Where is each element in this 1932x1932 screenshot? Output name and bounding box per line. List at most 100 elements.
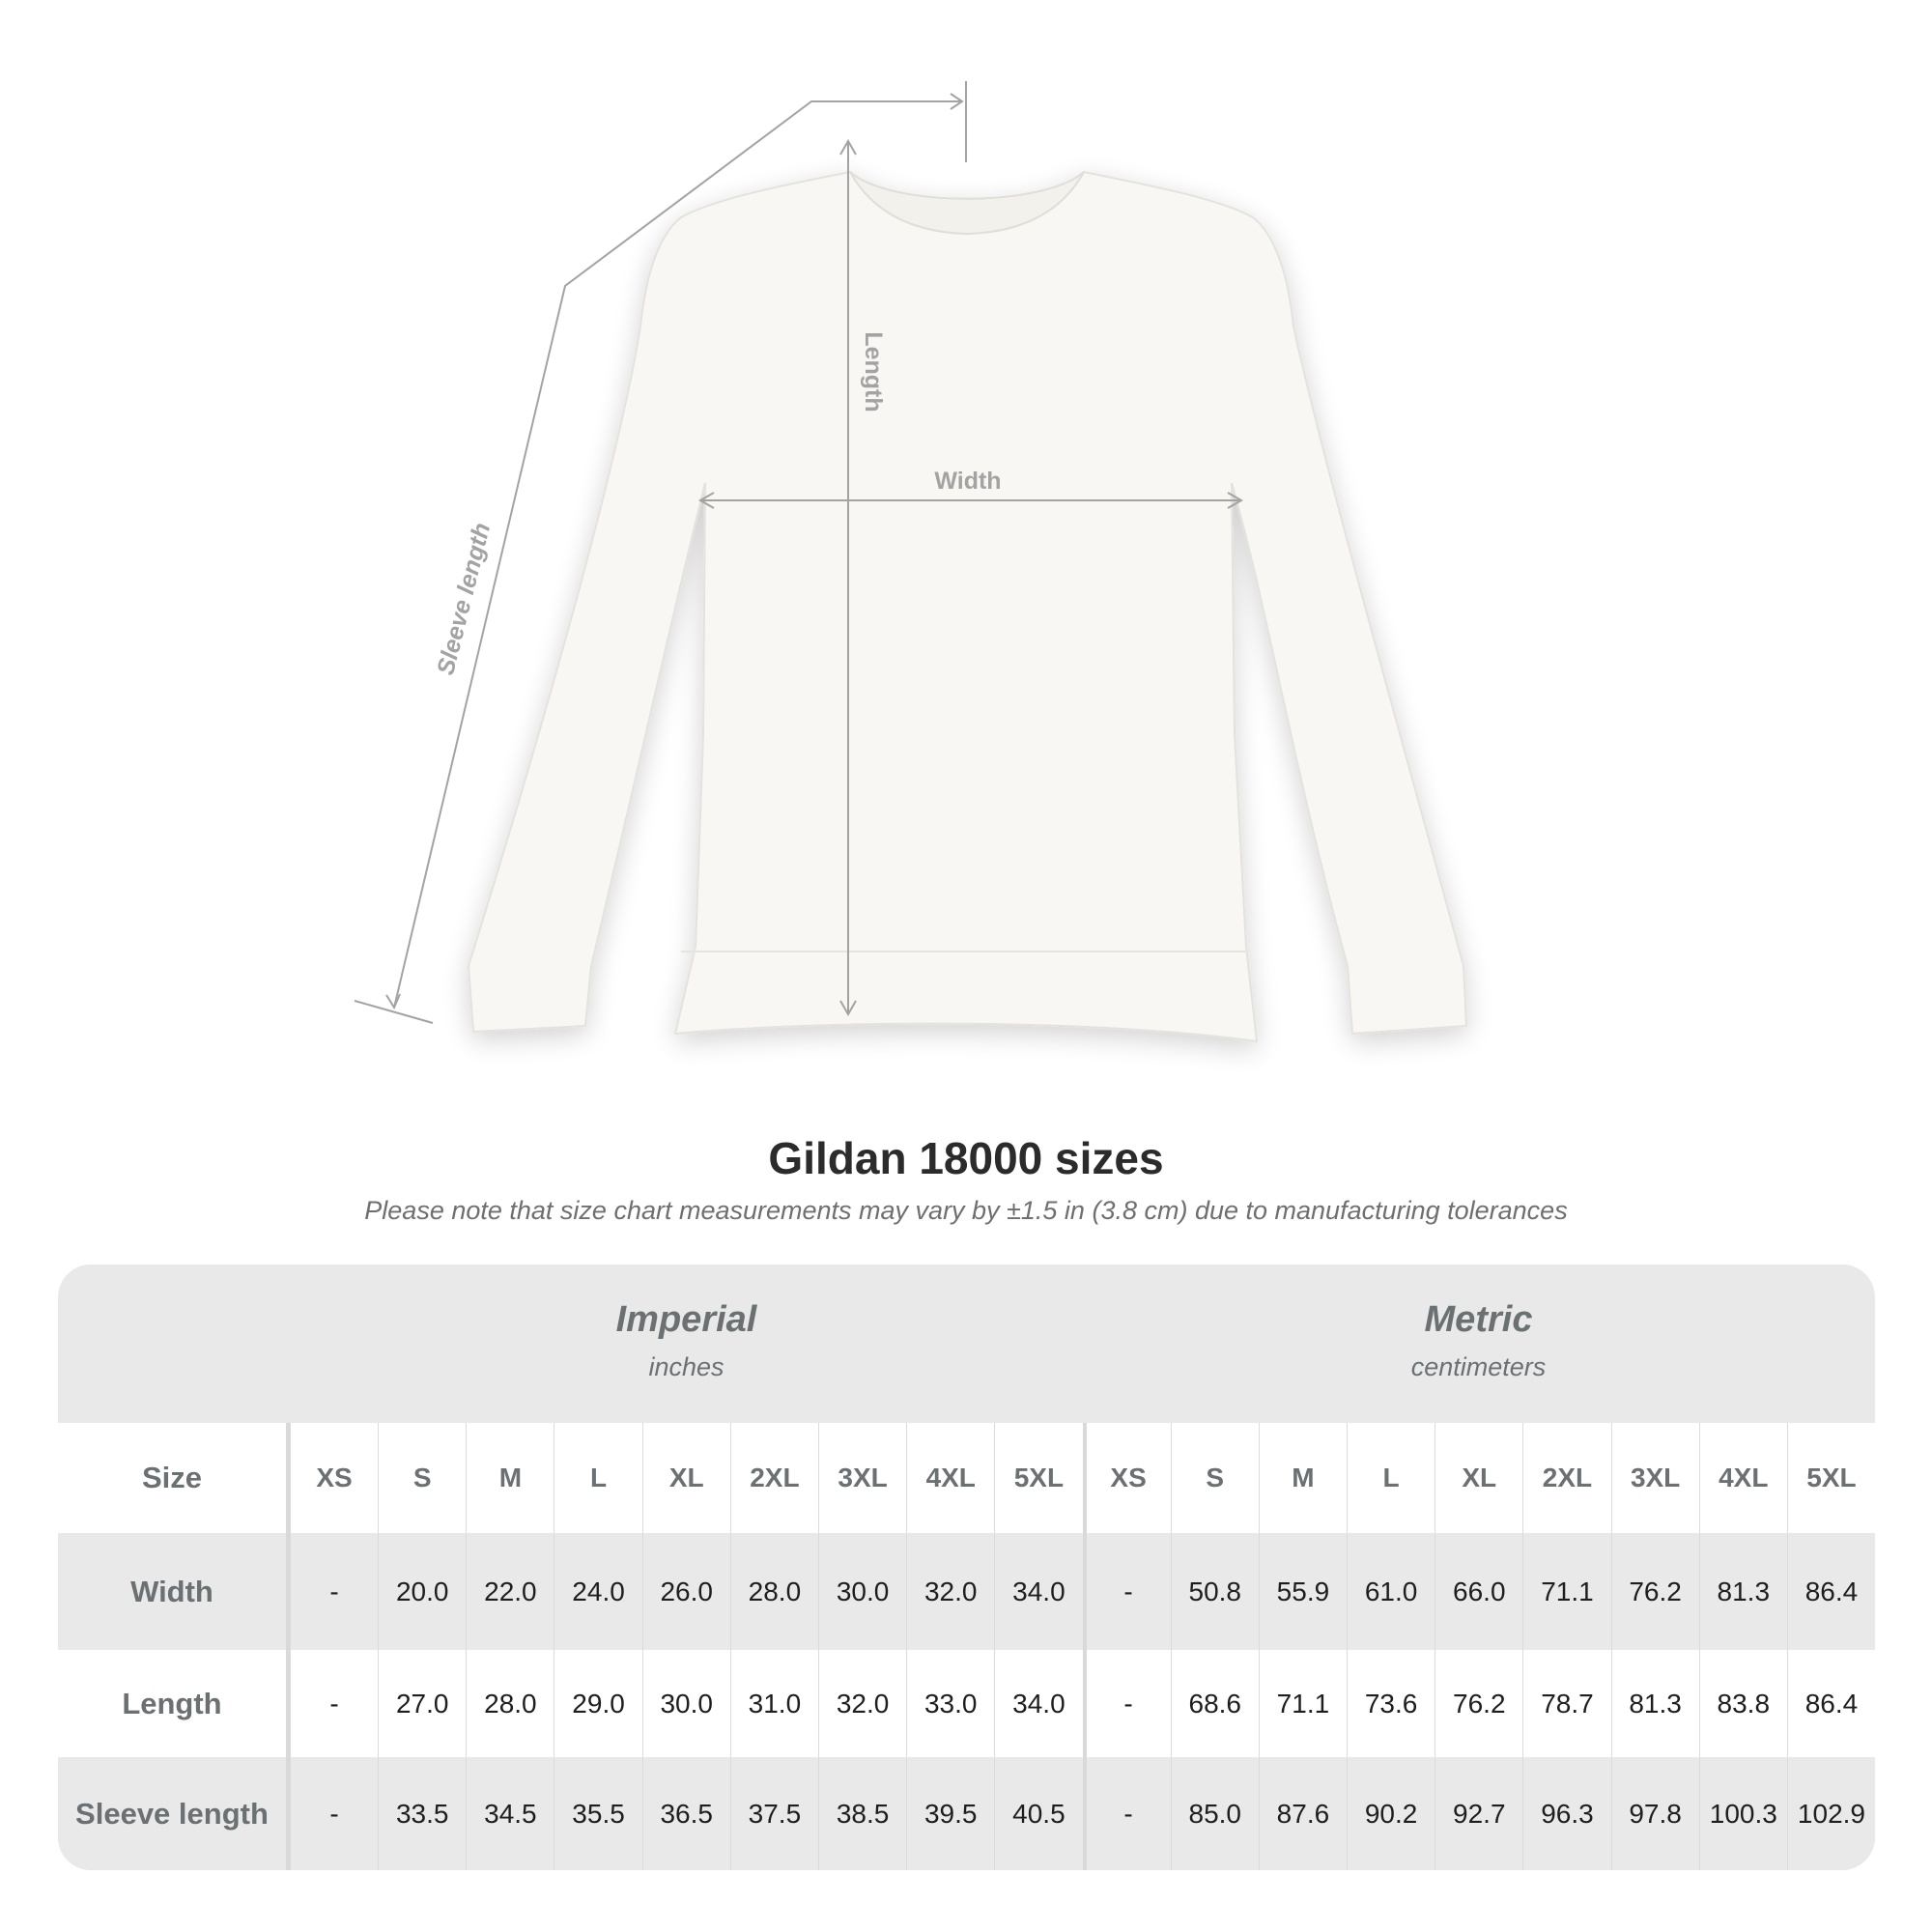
imperial-size-3xl: 3XL xyxy=(817,1423,906,1533)
metric-value-cell: 86.4 xyxy=(1786,1650,1875,1757)
imperial-size-4xl: 4XL xyxy=(906,1423,994,1533)
imperial-size-xs: XS xyxy=(289,1423,378,1533)
metric-size-4xl: 4XL xyxy=(1698,1423,1787,1533)
imperial-value-cell: 33.5 xyxy=(378,1757,466,1870)
metric-value-cell: 61.0 xyxy=(1347,1533,1435,1650)
imperial-value-cell: 29.0 xyxy=(554,1650,641,1757)
table-row: Length -27.0 28.0 29.0 30.0 31.0 32.0 33.0 34.0-… xyxy=(58,1650,1875,1757)
metric-value-cell: 90.2 xyxy=(1347,1757,1435,1870)
imperial-value-cell: 37.5 xyxy=(729,1757,818,1870)
metric-value-cell: - xyxy=(1082,1650,1171,1757)
sleeve-length-line xyxy=(393,100,961,1009)
metric-value-cell: 87.6 xyxy=(1258,1757,1347,1870)
imperial-size-l: L xyxy=(554,1423,641,1533)
metric-value-cell: 68.6 xyxy=(1170,1650,1259,1757)
size-row: Size XS S M L XL 2XL 3XL 4XL 5XL XS S M L XL 2XL 3XL 4XL 5… xyxy=(58,1423,1875,1533)
imperial-value-cell: 28.0 xyxy=(466,1650,554,1757)
size-header-label: Size xyxy=(58,1423,290,1533)
imperial-value-cell: - xyxy=(289,1757,378,1870)
imperial-value-cell: 30.0 xyxy=(817,1533,906,1650)
imperial-value-cell: 33.0 xyxy=(906,1650,994,1757)
width-label: Width xyxy=(934,468,1001,495)
imperial-size-m: M xyxy=(466,1423,554,1533)
metric-size-3xl: 3XL xyxy=(1610,1423,1699,1533)
imperial-value-cell: 40.5 xyxy=(994,1757,1082,1870)
metric-value-cell: 81.3 xyxy=(1698,1533,1787,1650)
imperial-value-cell: 39.5 xyxy=(906,1757,994,1870)
sleeve-length-label: Sleeve length xyxy=(432,520,496,677)
row-label: Width xyxy=(58,1533,290,1650)
imperial-value-cell: 27.0 xyxy=(378,1650,466,1757)
metric-value-cell: 71.1 xyxy=(1258,1650,1347,1757)
metric-value-cell: 81.3 xyxy=(1610,1650,1699,1757)
imperial-value-cell: 24.0 xyxy=(554,1533,641,1650)
metric-value-cell: - xyxy=(1082,1757,1171,1870)
metric-value-cell: - xyxy=(1082,1533,1171,1650)
metric-value-cell: 55.9 xyxy=(1258,1533,1347,1650)
imperial-value-cell: 36.5 xyxy=(641,1757,730,1870)
metric-value-cell: 97.8 xyxy=(1610,1757,1699,1870)
dimension-lines xyxy=(354,81,1244,1024)
imperial-value-cell: - xyxy=(289,1533,378,1650)
metric-size-2xl: 2XL xyxy=(1522,1423,1610,1533)
imperial-value-cell: 30.0 xyxy=(641,1650,730,1757)
arrow-icon xyxy=(839,1000,857,1017)
imperial-value-cell: 22.0 xyxy=(466,1533,554,1650)
row-label: Length xyxy=(58,1650,290,1757)
imperial-unit: inches xyxy=(648,1352,724,1381)
arrow-icon xyxy=(697,492,715,509)
imperial-value-cell: 34.5 xyxy=(466,1757,554,1870)
metric-value-cell: 71.1 xyxy=(1522,1533,1610,1650)
metric-header: Metric centimeters xyxy=(1082,1264,1875,1423)
metric-value-cell: 86.4 xyxy=(1786,1533,1875,1650)
size-table: Imperial inches Metric centimeters Size X… xyxy=(58,1264,1875,1870)
metric-value-cell: 92.7 xyxy=(1435,1757,1522,1870)
row-label: Sleeve length xyxy=(58,1757,290,1870)
metric-size-l: L xyxy=(1347,1423,1435,1533)
arrow-icon xyxy=(385,993,401,1010)
length-label: Length xyxy=(860,331,887,412)
imperial-value-cell: 32.0 xyxy=(817,1650,906,1757)
sweatshirt-diagram: Length Width Sleeve length xyxy=(354,81,1468,1043)
imperial-value-cell: 34.0 xyxy=(994,1650,1082,1757)
metric-value-cell: 96.3 xyxy=(1522,1757,1610,1870)
collar xyxy=(849,171,1085,236)
imperial-value-cell: 32.0 xyxy=(906,1533,994,1650)
metric-size-xs: XS xyxy=(1082,1423,1171,1533)
metric-value-cell: 73.6 xyxy=(1347,1650,1435,1757)
metric-label: Metric xyxy=(1424,1299,1533,1340)
imperial-size-s: S xyxy=(378,1423,466,1533)
metric-value-cell: 66.0 xyxy=(1435,1533,1522,1650)
imperial-label: Imperial xyxy=(615,1299,757,1340)
tolerance-note: Please note that size chart measurements… xyxy=(364,1196,1568,1225)
metric-size-5xl: 5XL xyxy=(1786,1423,1875,1533)
imperial-value-cell: 28.0 xyxy=(729,1533,818,1650)
imperial-header: Imperial inches xyxy=(290,1264,1083,1423)
imperial-size-2xl: 2XL xyxy=(729,1423,818,1533)
sleeve-bottom-tick xyxy=(354,1000,434,1024)
imperial-value-cell: 38.5 xyxy=(817,1757,906,1870)
metric-value-cell: 76.2 xyxy=(1435,1650,1522,1757)
imperial-value-cell: 35.5 xyxy=(554,1757,641,1870)
imperial-value-cell: 26.0 xyxy=(641,1533,730,1650)
page-title: Gildan 18000 sizes xyxy=(768,1133,1164,1183)
sweatshirt-body xyxy=(467,170,1468,1043)
imperial-value-cell: 34.0 xyxy=(994,1533,1082,1650)
imperial-value-cell: 31.0 xyxy=(729,1650,818,1757)
metric-value-cell: 83.8 xyxy=(1698,1650,1787,1757)
metric-unit: centimeters xyxy=(1410,1352,1547,1381)
arrow-icon xyxy=(839,138,857,156)
arrow-icon xyxy=(1227,492,1244,509)
table-row: Width -20.0 22.0 24.0 26.0 28.0 30.0 32.0 34.0-5… xyxy=(58,1533,1875,1650)
imperial-size-5xl: 5XL xyxy=(994,1423,1082,1533)
arrow-icon xyxy=(950,93,964,110)
imperial-value-cell: - xyxy=(289,1650,378,1757)
metric-value-cell: 85.0 xyxy=(1170,1757,1259,1870)
imperial-size-xl: XL xyxy=(641,1423,730,1533)
metric-value-cell: 100.3 xyxy=(1698,1757,1787,1870)
imperial-value-cell: 20.0 xyxy=(378,1533,466,1650)
metric-size-s: S xyxy=(1170,1423,1259,1533)
metric-value-cell: 78.7 xyxy=(1522,1650,1610,1757)
table-row: Sleeve length -33.5 34.5 35.5 36.5 37.5 38.5 39… xyxy=(58,1757,1875,1870)
metric-value-cell: 76.2 xyxy=(1610,1533,1699,1650)
